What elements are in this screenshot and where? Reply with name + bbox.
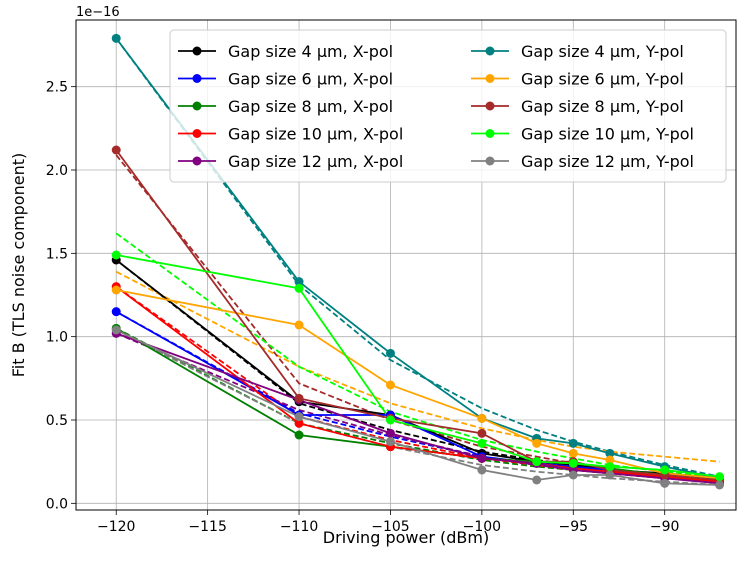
y-tick-label: 0.0 <box>46 496 68 512</box>
data-point-gap-size-10-m-y-pol <box>605 462 615 472</box>
legend-marker <box>485 129 495 138</box>
data-point-gap-size-8-m-x-pol <box>294 430 304 440</box>
data-point-gap-size-4-m-y-pol <box>568 438 578 448</box>
y-axis-offset-label: 1e−16 <box>76 5 120 20</box>
data-point-gap-size-10-m-y-pol <box>477 438 487 448</box>
x-axis-label: Driving power (dBm) <box>323 528 489 547</box>
legend: Gap size 4 μm, X-pol Gap size 6 μm, X-pol… <box>169 29 727 183</box>
data-point-gap-size-8-m-y-pol <box>111 145 121 155</box>
data-point-gap-size-12-m-x-pol <box>385 428 395 438</box>
legend-label: Gap size 4 μm, X-pol <box>228 42 393 61</box>
data-point-gap-size-4-m-y-pol <box>385 348 395 358</box>
data-point-gap-size-10-m-y-pol <box>568 458 578 468</box>
legend-label: Gap size 12 μm, X-pol <box>228 152 403 171</box>
legend-marker <box>192 74 202 83</box>
legend-marker <box>192 129 202 138</box>
data-point-gap-size-12-m-y-pol <box>532 475 542 485</box>
legend-label: Gap size 6 μm, Y-pol <box>521 70 684 89</box>
data-point-gap-size-6-m-y-pol <box>532 438 542 448</box>
legend-marker <box>485 101 495 111</box>
legend-label: Gap size 8 μm, Y-pol <box>521 97 684 116</box>
x-tick-label: −120 <box>97 519 135 535</box>
y-tick-label: 0.5 <box>46 413 68 429</box>
legend-marker <box>192 156 202 166</box>
y-tick-label: 1.0 <box>46 330 68 346</box>
data-point-gap-size-6-m-y-pol <box>605 455 615 465</box>
data-point-gap-size-12-m-y-pol <box>715 480 725 490</box>
data-markers <box>111 33 725 490</box>
data-point-gap-size-10-m-y-pol <box>111 250 121 260</box>
data-point-gap-size-12-m-y-pol <box>385 437 395 447</box>
legend-box <box>169 29 727 183</box>
data-point-gap-size-10-m-x-pol <box>294 418 304 428</box>
data-point-gap-size-10-m-y-pol <box>294 283 304 293</box>
data-point-gap-size-10-m-y-pol <box>660 465 670 475</box>
legend-marker <box>192 46 202 56</box>
data-point-gap-size-4-m-y-pol <box>111 33 121 43</box>
y-tick-label: 2.5 <box>46 80 68 96</box>
data-point-gap-size-10-m-y-pol <box>715 472 725 482</box>
fit-line-gap-size-10-m-y-pol <box>115 232 720 478</box>
legend-label: Gap size 12 μm, Y-pol <box>521 152 694 171</box>
legend-label: Gap size 6 μm, X-pol <box>228 70 393 89</box>
y-axis-label: Fit B (TLS noise component) <box>9 153 28 377</box>
y-axis: 0.0 0.5 1.0 1.5 2.0 2.5 <box>46 80 76 512</box>
data-point-gap-size-6-m-y-pol <box>568 448 578 458</box>
fit-line-gap-size-4-m-y-pol <box>115 37 720 478</box>
x-tick-label: −105 <box>371 519 409 535</box>
data-point-gap-size-6-m-y-pol <box>294 320 304 330</box>
data-point-gap-size-12-m-x-pol <box>477 453 487 463</box>
data-point-gap-size-10-m-y-pol <box>385 415 395 425</box>
plot-frame <box>75 19 737 511</box>
x-tick-label: −95 <box>559 519 589 535</box>
x-tick-label: −90 <box>650 519 680 535</box>
x-tick-label: −115 <box>188 519 226 535</box>
x-axis: −120 −115 −110 −105 −100 −95 −90 <box>97 510 679 535</box>
data-point-gap-size-10-m-y-pol <box>532 457 542 467</box>
legend-label: Gap size 8 μm, X-pol <box>228 97 393 116</box>
data-point-gap-size-6-m-y-pol <box>385 380 395 390</box>
fit-line-gap-size-8-m-x-pol <box>115 327 720 481</box>
data-point-gap-size-12-m-y-pol <box>568 470 578 480</box>
legend-label: Gap size 10 μm, Y-pol <box>521 125 694 144</box>
data-point-gap-size-12-m-y-pol <box>660 478 670 488</box>
data-point-gap-size-6-m-x-pol <box>111 307 121 317</box>
data-point-gap-size-6-m-y-pol <box>111 285 121 295</box>
y-tick-label: 2.0 <box>46 163 68 179</box>
legend-marker <box>485 74 495 83</box>
legend-marker <box>192 101 202 111</box>
data-point-gap-size-12-m-y-pol <box>111 325 121 335</box>
x-tick-label: −110 <box>280 519 318 535</box>
data-point-gap-size-4-m-y-pol <box>294 277 304 287</box>
x-tick-label: −100 <box>463 519 501 535</box>
data-point-gap-size-12-m-y-pol <box>294 412 304 422</box>
data-point-gap-size-8-m-y-pol <box>294 393 304 403</box>
y-tick-label: 1.5 <box>46 246 68 262</box>
data-point-gap-size-6-m-y-pol <box>477 413 487 423</box>
data-point-gap-size-12-m-y-pol <box>605 470 615 480</box>
legend-label: Gap size 10 μm, X-pol <box>228 125 403 144</box>
legend-marker <box>485 156 495 166</box>
legend-marker <box>485 46 495 56</box>
data-point-gap-size-12-m-y-pol <box>477 465 487 475</box>
legend-label: Gap size 4 μm, Y-pol <box>521 42 684 61</box>
data-point-gap-size-8-m-y-pol <box>477 428 487 438</box>
data-point-gap-size-4-m-y-pol <box>605 448 615 458</box>
